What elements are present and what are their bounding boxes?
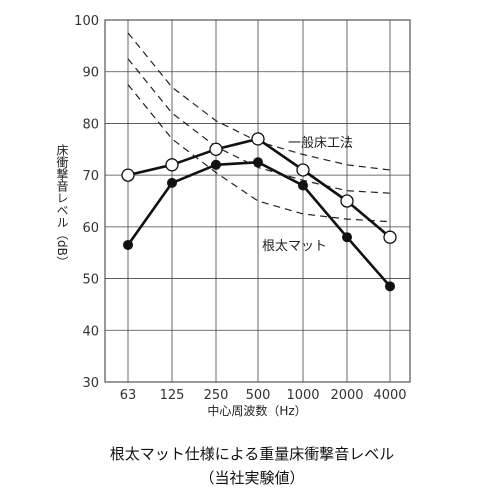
- y-axis-title: 床衝撃音レベル（dB）: [55, 144, 69, 268]
- series-mat-point: [211, 159, 221, 170]
- y-tick-label: 60: [82, 221, 99, 236]
- x-axis-title: 中心周波数（Hz）: [207, 403, 306, 418]
- y-tick-labels: 30 40 50 60 70 80 90 100: [74, 14, 99, 391]
- chart-title: 根太マット仕様による重量床衝撃音レベル: [110, 445, 395, 463]
- series-mat-point: [298, 180, 308, 191]
- series-mat-line: [126, 160, 391, 288]
- annotation-mat: 根太マット: [262, 239, 327, 254]
- series-mat-point: [123, 239, 133, 250]
- y-tick-label: 50: [82, 273, 99, 288]
- y-tick-label: 100: [74, 14, 99, 29]
- series-conventional-point: [383, 230, 397, 244]
- y-tick-label: 30: [82, 376, 99, 391]
- series-conventional-point: [340, 194, 354, 208]
- x-tick-label: 125: [160, 388, 185, 403]
- series-mat-point: [167, 177, 177, 188]
- grid-layer: [105, 20, 410, 382]
- series-conventional-point: [251, 132, 265, 146]
- x-tick-label: 250: [204, 388, 229, 403]
- y-tick-label: 40: [82, 324, 99, 339]
- series-conventional-point: [296, 163, 310, 177]
- y-tick-label: 70: [82, 169, 99, 184]
- x-tick-labels: 63 125 250 500 1000 2000 4000: [120, 388, 407, 403]
- series-mat-point: [342, 232, 352, 243]
- reference-curve: [127, 58, 391, 194]
- x-tick-label: 63: [120, 388, 137, 403]
- y-tick-label: 80: [82, 117, 99, 132]
- y-tick-label: 90: [82, 66, 99, 81]
- series-conventional-point: [121, 168, 135, 182]
- x-tick-label: 2000: [330, 388, 363, 403]
- reference-curves: [127, 32, 391, 223]
- chart-subtitle: （当社実験値）: [199, 469, 304, 487]
- x-tick-label: 1000: [286, 388, 319, 403]
- plot-frame: [104, 19, 411, 383]
- series-mat-point: [385, 281, 395, 292]
- x-tick-label: 500: [246, 388, 271, 403]
- series-layer: [121, 132, 397, 292]
- reference-curve: [127, 84, 391, 223]
- series-conventional-point: [165, 158, 179, 172]
- series-conventional-point: [209, 142, 223, 156]
- x-tick-label: 4000: [373, 388, 406, 403]
- series-mat-point: [253, 157, 263, 168]
- annotation-conventional: 一般床工法: [288, 135, 353, 151]
